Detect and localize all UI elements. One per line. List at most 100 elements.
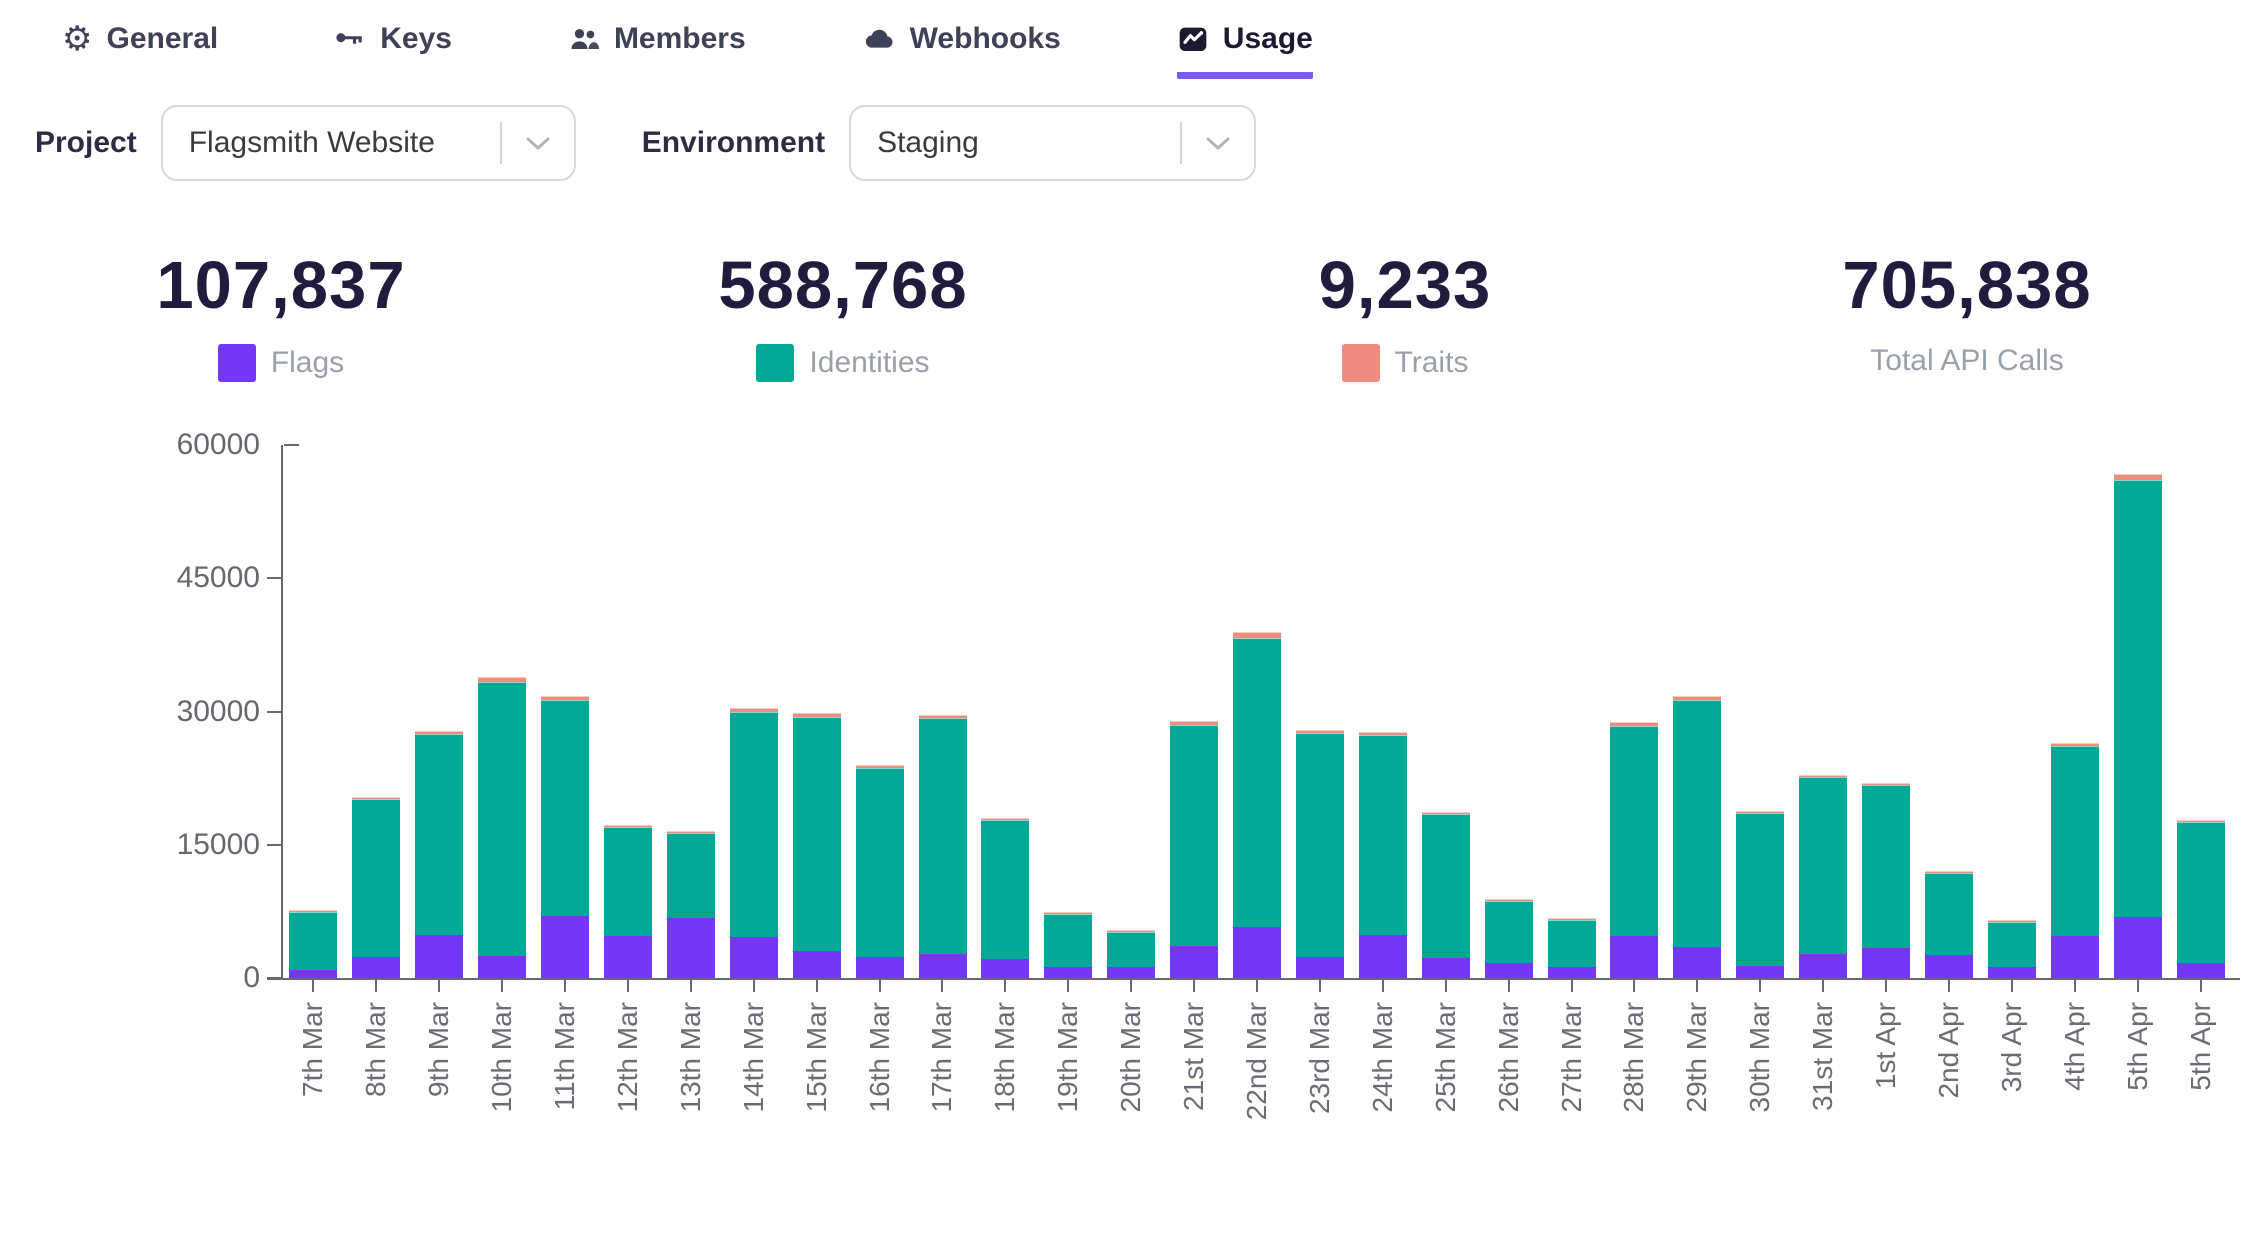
stacked-bar-16th-mar[interactable]: [855, 764, 904, 978]
x-axis-tick: [312, 980, 315, 992]
traits-count: 9,233: [1318, 248, 1492, 323]
traits-segment: [1233, 632, 1282, 639]
stacked-bar-15th-mar[interactable]: [792, 713, 841, 978]
stacked-bar-5th-apr[interactable]: [2176, 819, 2225, 978]
stacked-bar-22nd-mar[interactable]: [1233, 632, 1282, 978]
x-axis-tick: [1633, 980, 1636, 992]
bar-slot: [408, 445, 471, 978]
bar-slot: [1163, 445, 1226, 978]
stacked-bar-17th-mar[interactable]: [918, 715, 967, 978]
x-axis-tick: [375, 980, 378, 992]
stacked-bar-11th-mar[interactable]: [541, 695, 590, 978]
identities-segment: [541, 699, 590, 916]
stacked-bar-29th-mar[interactable]: [1673, 696, 1722, 978]
identities-segment: [1925, 873, 1974, 956]
x-axis-label: 28th Mar: [1618, 1002, 1650, 1113]
stacked-bar-25th-mar[interactable]: [1421, 811, 1470, 978]
traits-segment: [855, 764, 904, 768]
traits-segment: [541, 695, 590, 700]
flags-segment: [1987, 967, 2036, 978]
x-axis-tick: [1130, 980, 1133, 992]
tab-keys-label: Keys: [380, 22, 452, 55]
stacked-bar-8th-mar[interactable]: [352, 796, 401, 978]
stacked-bar-5th-apr[interactable]: [2113, 474, 2162, 978]
filters-row: Project Flagsmith Website Environment St…: [0, 105, 2248, 181]
dropdown-divider: [1180, 122, 1183, 164]
stacked-bar-28th-mar[interactable]: [1610, 722, 1659, 978]
flags-legend-swatch: [217, 344, 256, 382]
x-axis-label: 23rd Mar: [1303, 1002, 1335, 1115]
x-axis-label: 2nd Apr: [1932, 1002, 1964, 1099]
dropdown-divider: [499, 122, 502, 164]
identities-segment: [666, 833, 715, 918]
x-axis-label: 12th Mar: [611, 1002, 643, 1113]
x-axis-tick: [752, 980, 755, 992]
stacked-bar-1st-apr[interactable]: [1862, 782, 1911, 978]
stat-identities: 588,768 Identities: [562, 247, 1124, 387]
flags-segment: [478, 955, 527, 978]
tab-general[interactable]: ⚙ General: [62, 22, 218, 72]
stacked-bar-4th-apr[interactable]: [2050, 743, 2099, 978]
flags-segment: [1295, 956, 1344, 978]
flags-count: 107,837: [156, 248, 406, 323]
environment-select[interactable]: Staging: [849, 105, 1257, 181]
identities-segment: [1987, 922, 2036, 968]
bar-slot: [1540, 445, 1603, 978]
y-axis-line: [281, 445, 283, 980]
tab-webhooks[interactable]: Webhooks: [862, 22, 1061, 72]
identities-segment: [1484, 901, 1533, 963]
identities-segment: [289, 912, 338, 970]
x-axis-tick: [2073, 980, 2076, 992]
identities-segment: [352, 799, 401, 957]
flags-segment: [2050, 936, 2099, 978]
stacked-bar-30th-mar[interactable]: [1736, 811, 1785, 978]
identities-segment: [1233, 638, 1282, 928]
bar-slot: [1855, 445, 1918, 978]
x-axis-tick: [1947, 980, 1950, 992]
x-axis-tick: [1822, 980, 1825, 992]
traits-segment: [2050, 743, 2099, 747]
stacked-bar-23rd-mar[interactable]: [1295, 730, 1344, 978]
stacked-bar-19th-mar[interactable]: [1044, 912, 1093, 978]
flags-segment: [1170, 946, 1219, 978]
stacked-bar-26th-mar[interactable]: [1484, 899, 1533, 978]
stacked-bar-18th-mar[interactable]: [981, 817, 1030, 978]
flags-segment: [792, 951, 841, 978]
x-axis-tick: [2199, 980, 2202, 992]
bar-slot: [282, 445, 345, 978]
tab-keys[interactable]: Keys: [334, 22, 452, 72]
stacked-bar-12th-mar[interactable]: [603, 825, 652, 978]
stacked-bar-31st-mar[interactable]: [1799, 774, 1848, 978]
identities-segment: [1547, 919, 1596, 967]
y-axis-tick: [267, 844, 282, 846]
x-axis-label: 16th Mar: [863, 1002, 895, 1113]
stat-total-api-calls: 705,838 Total API Calls: [1686, 247, 2248, 387]
stacked-bar-20th-mar[interactable]: [1107, 930, 1156, 978]
stacked-bar-24th-mar[interactable]: [1358, 731, 1407, 978]
stacked-bar-27th-mar[interactable]: [1547, 917, 1596, 978]
stacked-bar-10th-mar[interactable]: [478, 676, 527, 978]
stacked-bar-2nd-apr[interactable]: [1925, 871, 1974, 978]
flags-segment: [1610, 936, 1659, 978]
bar-slot: [659, 445, 722, 978]
stacked-bar-21st-mar[interactable]: [1170, 721, 1219, 978]
stacked-bar-13th-mar[interactable]: [666, 831, 715, 978]
identities-segment: [1170, 724, 1219, 946]
stacked-bar-3rd-apr[interactable]: [1987, 920, 2036, 978]
stacked-bar-14th-mar[interactable]: [729, 707, 778, 978]
bar-slot: [1289, 445, 1352, 978]
environment-label: Environment: [641, 126, 826, 159]
usage-stats-row: 107,837 Flags 588,768 Identities 9,233 T…: [0, 247, 2248, 387]
identities-segment: [1044, 914, 1093, 968]
stacked-bar-7th-mar[interactable]: [289, 910, 338, 978]
tab-usage[interactable]: Usage: [1176, 22, 1313, 79]
flags-segment: [1736, 965, 1785, 978]
x-axis-label: 18th Mar: [989, 1002, 1021, 1113]
project-select[interactable]: Flagsmith Website: [160, 105, 576, 181]
traits-segment: [289, 910, 338, 913]
stacked-bar-9th-mar[interactable]: [415, 731, 464, 978]
identities-segment: [981, 819, 1030, 960]
x-axis-tick: [1067, 980, 1070, 992]
identities-segment: [729, 711, 778, 938]
tab-members[interactable]: Members: [568, 22, 746, 72]
